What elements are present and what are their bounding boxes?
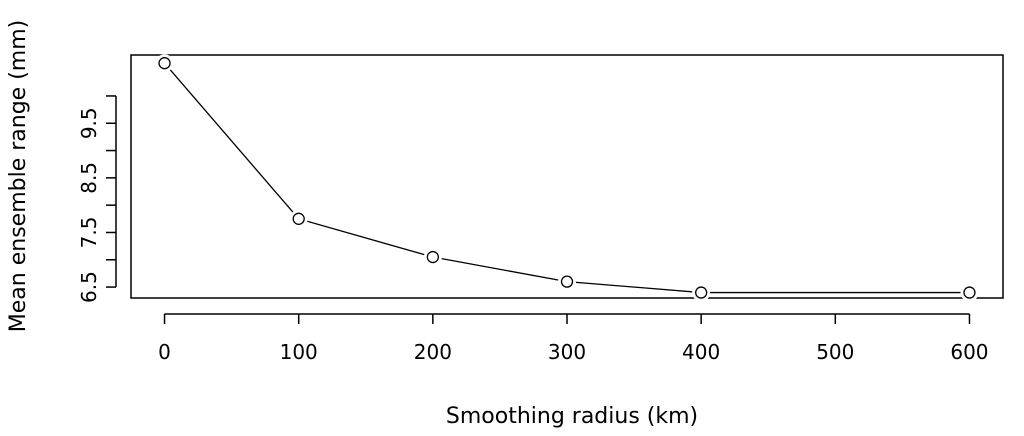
y-tick-label: 7.5 (77, 217, 101, 249)
y-tick-label: 6.5 (77, 271, 101, 303)
data-point (158, 57, 171, 70)
plot-frame (130, 54, 1004, 299)
y-axis-label: Mean ensemble range (mm) (6, 20, 31, 332)
data-point (292, 212, 305, 225)
data-point (426, 250, 439, 264)
y-tick-label: 9.5 (77, 107, 101, 139)
y-tick-label: 8.5 (77, 162, 101, 194)
data-point (560, 275, 574, 288)
x-axis: 0 100 200 300 400 500 600 (158, 313, 989, 364)
x-tick-label: 600 (950, 340, 988, 364)
series-line (164, 62, 970, 294)
x-tick-label: 200 (414, 340, 452, 364)
data-point (695, 286, 708, 299)
y-axis: 6.5 7.5 8.5 9.5 (77, 95, 117, 303)
x-tick-label: 300 (548, 340, 586, 364)
x-axis-label: Smoothing radius (km) (446, 404, 698, 429)
x-tick-label: 500 (816, 340, 854, 364)
x-tick-label: 400 (682, 340, 720, 364)
series (155, 54, 979, 302)
data-point (963, 286, 976, 299)
x-tick-label: 100 (280, 340, 318, 364)
x-tick-label: 0 (158, 340, 171, 364)
